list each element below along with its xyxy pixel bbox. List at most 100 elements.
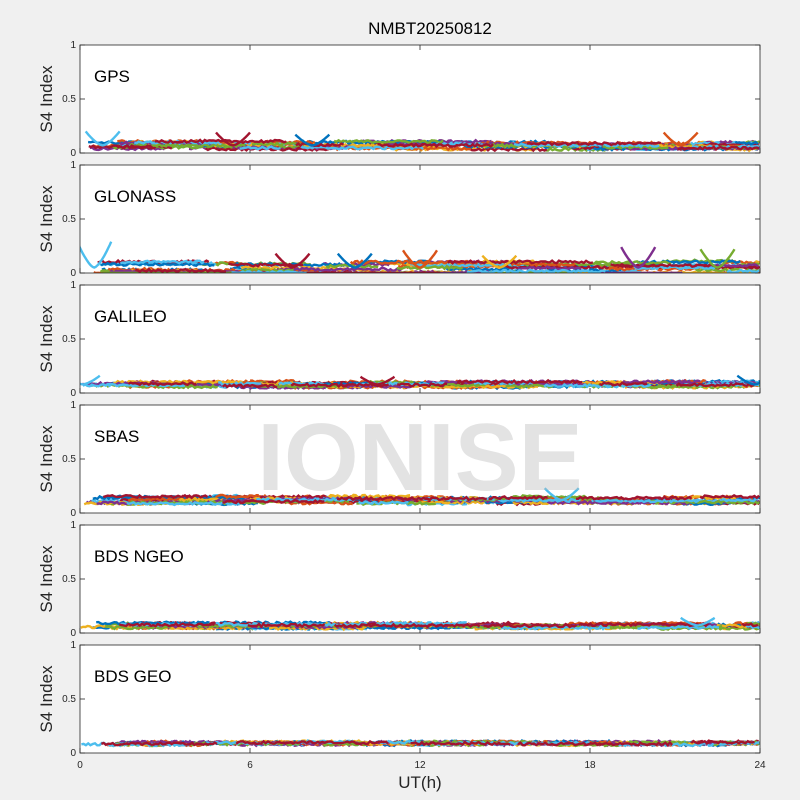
- y-tick-label: 0: [70, 508, 76, 519]
- peak-trace: [215, 131, 251, 147]
- data-traces: [80, 616, 760, 632]
- y-tick-label: 1: [70, 400, 76, 411]
- y-tick-label: 0: [70, 268, 76, 279]
- y-tick-label: 0.5: [62, 454, 76, 465]
- y-tick-label: 0: [70, 748, 76, 759]
- satellite-trace: [221, 383, 278, 389]
- peak-trace: [336, 252, 373, 269]
- satellite-trace: [126, 501, 241, 507]
- satellite-trace: [707, 262, 759, 268]
- satellite-trace: [247, 622, 326, 629]
- subplot-gps: 0 0.5 1 GPS S4 Index: [37, 40, 761, 159]
- peak-trace: [274, 252, 311, 269]
- panel-title: GPS: [94, 67, 130, 86]
- satellite-trace: [721, 497, 759, 503]
- satellite-trace: [754, 259, 760, 264]
- peak-trace: [620, 246, 657, 269]
- satellite-trace: [734, 140, 759, 146]
- satellite-trace: [204, 146, 336, 152]
- y-tick-label: 0.5: [62, 694, 76, 705]
- satellite-trace: [333, 622, 481, 629]
- satellite-trace: [483, 622, 578, 629]
- satellite-trace: [693, 264, 760, 271]
- figure-title: NMBT20250812: [368, 19, 492, 38]
- peak-trace: [80, 241, 113, 269]
- x-tick-label: 24: [754, 760, 766, 771]
- satellite-trace: [102, 493, 209, 500]
- satellite-trace: [154, 138, 287, 145]
- subplot-glonass: 0 0.5 1 GLONASS S4 Index: [37, 160, 761, 279]
- satellite-trace: [120, 259, 205, 265]
- y-tick-label: 1: [70, 520, 76, 531]
- peak-trace: [699, 248, 736, 269]
- y-axis-label: S4 Index: [37, 185, 56, 253]
- y-tick-label: 0: [70, 628, 76, 639]
- satellite-trace: [295, 142, 345, 148]
- peak-trace: [359, 375, 396, 386]
- x-tick-label: 6: [247, 760, 253, 771]
- satellite-trace: [598, 381, 648, 387]
- satellite-trace: [745, 624, 760, 630]
- plot-area: [80, 285, 760, 393]
- satellite-trace: [100, 741, 218, 747]
- subplot-panels: 0 0.5 1 GPS S4 Index 0 0.5 1 GLONASS S4 Index 0 0.5…: [37, 40, 761, 759]
- satellite-trace: [88, 144, 153, 150]
- plot-area: [80, 645, 760, 753]
- peak-trace: [680, 616, 716, 627]
- x-tick-label: 18: [584, 760, 596, 771]
- satellite-trace: [127, 496, 188, 503]
- peak-trace: [402, 249, 438, 269]
- satellite-trace: [290, 382, 390, 389]
- peak-trace: [736, 374, 760, 386]
- satellite-trace: [741, 622, 759, 628]
- x-tick-label: 0: [77, 760, 83, 771]
- satellite-trace: [622, 379, 701, 385]
- satellite-trace: [222, 499, 325, 505]
- y-axis-label: S4 Index: [37, 425, 56, 493]
- subplot-bds-ngeo: 0 0.5 1 BDS NGEO S4 Index: [37, 520, 761, 639]
- satellite-trace: [465, 146, 548, 153]
- watermark-text: IONISE: [257, 404, 582, 511]
- data-traces: [81, 738, 760, 748]
- peak-trace: [80, 374, 101, 386]
- satellite-trace: [610, 262, 718, 269]
- y-axis-label: S4 Index: [37, 305, 56, 373]
- y-tick-label: 1: [70, 280, 76, 291]
- y-tick-label: 0.5: [62, 334, 76, 345]
- satellite-trace: [575, 495, 693, 501]
- satellite-trace: [135, 267, 227, 273]
- satellite-trace: [268, 625, 367, 632]
- subplot-galileo: 0 0.5 1 GALILEO S4 Index: [37, 280, 761, 399]
- subplot-bds-geo: 0 0.5 1 BDS GEO S4 Index: [37, 640, 761, 759]
- subplot-sbas: 0 0.5 1 SBAS S4 Index: [37, 400, 761, 519]
- plot-area: [80, 45, 760, 153]
- satellite-trace: [466, 268, 606, 273]
- y-tick-label: 1: [70, 640, 76, 651]
- satellite-trace: [357, 499, 409, 506]
- satellite-trace: [456, 378, 583, 385]
- satellite-trace: [300, 145, 424, 151]
- satellite-trace: [118, 622, 215, 628]
- data-traces: [84, 130, 760, 153]
- satellite-trace: [228, 262, 304, 268]
- satellite-trace: [215, 493, 259, 499]
- plot-area: [80, 525, 760, 633]
- plot-frame: [79, 164, 761, 274]
- x-tick-label: 12: [414, 760, 426, 771]
- y-tick-label: 1: [70, 40, 76, 51]
- panel-title: GLONASS: [94, 187, 176, 206]
- satellite-trace: [105, 624, 172, 631]
- satellite-trace: [82, 382, 186, 388]
- plot-frame: [79, 644, 761, 754]
- y-tick-label: 0: [70, 388, 76, 399]
- satellite-trace: [306, 270, 441, 273]
- y-axis-label: S4 Index: [37, 65, 56, 133]
- satellite-trace: [677, 145, 760, 152]
- satellite-trace: [726, 268, 760, 273]
- data-traces: [83, 487, 760, 507]
- panel-title: GALILEO: [94, 307, 167, 326]
- data-traces: [80, 374, 760, 391]
- plot-frame: [79, 404, 761, 514]
- panel-title: BDS GEO: [94, 667, 171, 686]
